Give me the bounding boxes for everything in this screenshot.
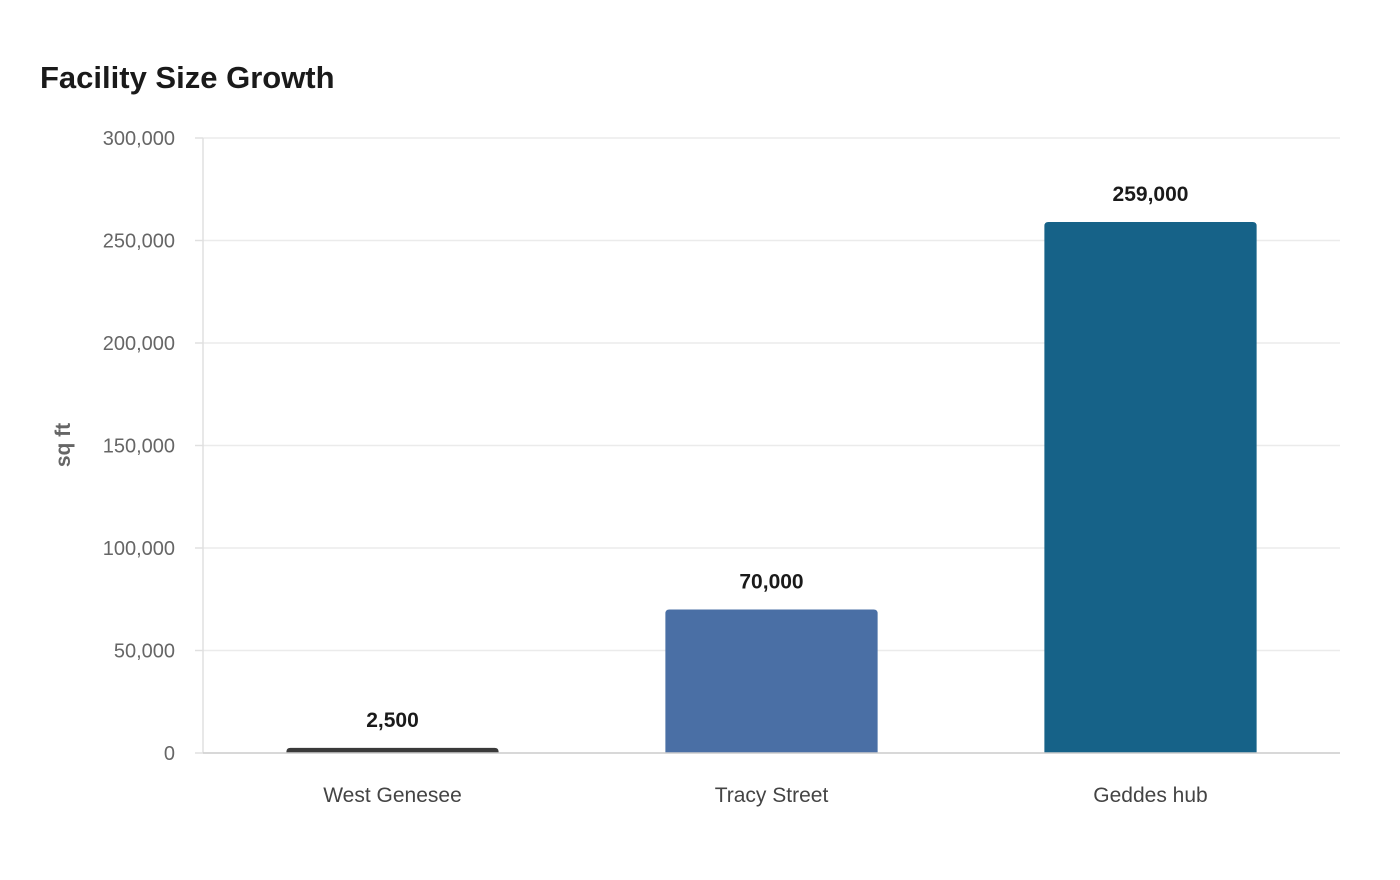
- value-label: 70,000: [739, 571, 803, 594]
- bars: [286, 222, 1257, 754]
- y-tick-label: 100,000: [103, 538, 175, 560]
- bar-geddes-hub: [1044, 222, 1257, 754]
- category-labels: West Genesee Tracy Street Geddes hub: [323, 784, 1207, 807]
- value-label: 259,000: [1113, 183, 1189, 206]
- x-category-label: Geddes hub: [1093, 784, 1207, 807]
- y-tick-label: 0: [164, 743, 175, 765]
- y-axis-label: sq ft: [52, 423, 75, 467]
- gridlines: [203, 137, 1340, 652]
- y-tick-label: 250,000: [103, 231, 175, 253]
- chart-title: Facility Size Growth: [40, 60, 335, 95]
- bar-west-genesee: [286, 747, 499, 753]
- value-label: 2,500: [366, 709, 419, 732]
- bar-tracy-street: [665, 609, 878, 753]
- y-tick-label: 300,000: [103, 128, 175, 150]
- value-labels: 2,500 70,000 259,000: [366, 183, 1188, 732]
- y-tick-label: 50,000: [114, 641, 175, 663]
- y-tick-label: 200,000: [103, 333, 175, 355]
- x-category-label: West Genesee: [323, 784, 462, 807]
- x-category-label: Tracy Street: [715, 784, 829, 807]
- y-axis-ticks: 0 50,000 100,000 150,000 200,000 250,000 300,0…: [103, 128, 203, 765]
- y-tick-label: 150,000: [103, 436, 175, 458]
